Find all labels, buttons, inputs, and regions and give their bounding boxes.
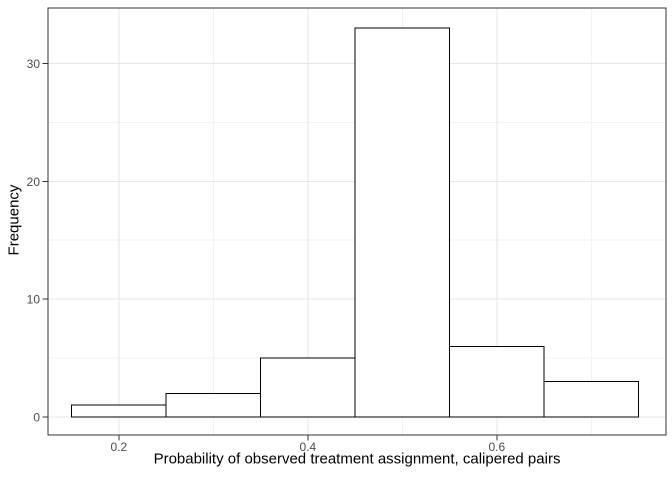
y-axis-tick-label: 30 <box>27 57 41 71</box>
histogram-bar <box>543 381 640 418</box>
y-axis-tick-label: 10 <box>27 293 41 307</box>
x-axis-tick-label: 0.2 <box>111 440 128 454</box>
histogram-bar <box>449 345 545 418</box>
histogram-bar <box>165 392 262 418</box>
y-axis-title: Frequency <box>5 184 23 256</box>
y-axis-tick-label: 20 <box>27 175 41 189</box>
panel-border <box>47 7 667 436</box>
histogram-bar <box>71 404 167 418</box>
x-axis-tick-label: 0.4 <box>300 440 317 454</box>
histogram-bar <box>260 357 356 418</box>
x-axis-tick-label: 0.6 <box>489 440 506 454</box>
histogram-bar <box>354 27 451 418</box>
y-axis-tick-label: 0 <box>33 410 40 424</box>
x-axis-title: Probability of observed treatment assign… <box>153 450 561 468</box>
